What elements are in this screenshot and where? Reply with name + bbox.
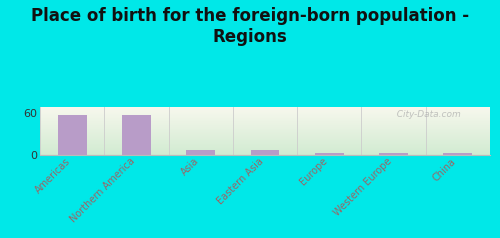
Bar	[40, 116, 490, 117]
Bar	[40, 134, 490, 135]
Bar	[40, 109, 490, 110]
Bar	[40, 146, 490, 147]
Text: Place of birth for the foreign-born population -
Regions: Place of birth for the foreign-born popu…	[31, 7, 469, 46]
Bar	[40, 107, 490, 108]
Bar	[40, 128, 490, 129]
Bar	[40, 110, 490, 111]
Bar	[40, 113, 490, 114]
Bar	[40, 141, 490, 142]
Bar	[40, 121, 490, 122]
Bar	[40, 150, 490, 151]
Bar	[40, 137, 490, 138]
Bar	[40, 136, 490, 137]
Bar	[444, 153, 472, 155]
Bar	[40, 119, 490, 120]
Text: City-Data.com: City-Data.com	[391, 110, 461, 119]
Bar	[379, 153, 408, 155]
Bar	[40, 145, 490, 146]
Bar	[40, 132, 490, 133]
Bar	[40, 151, 490, 152]
Bar	[40, 149, 490, 150]
Bar	[40, 118, 490, 119]
Bar	[40, 127, 490, 128]
Bar	[40, 135, 490, 136]
Bar	[40, 122, 490, 123]
Bar	[40, 108, 490, 109]
Bar	[122, 115, 151, 155]
Bar	[40, 125, 490, 126]
Bar	[58, 115, 86, 155]
Bar	[40, 147, 490, 148]
Bar	[250, 150, 280, 155]
Bar	[40, 124, 490, 125]
Bar	[40, 152, 490, 153]
Bar	[40, 143, 490, 144]
Bar	[40, 144, 490, 145]
Bar	[40, 133, 490, 134]
Bar	[40, 153, 490, 154]
Bar	[40, 139, 490, 140]
Bar	[40, 123, 490, 124]
Bar	[40, 115, 490, 116]
Bar	[40, 117, 490, 118]
Bar	[40, 114, 490, 115]
Bar	[40, 111, 490, 112]
Bar	[40, 120, 490, 121]
Bar	[40, 148, 490, 149]
Bar	[315, 153, 344, 155]
Bar	[186, 150, 215, 155]
Bar	[40, 142, 490, 143]
Bar	[40, 131, 490, 132]
Bar	[40, 130, 490, 131]
Bar	[40, 138, 490, 139]
Bar	[40, 129, 490, 130]
Bar	[40, 140, 490, 141]
Bar	[40, 126, 490, 127]
Bar	[40, 154, 490, 155]
Bar	[40, 112, 490, 113]
